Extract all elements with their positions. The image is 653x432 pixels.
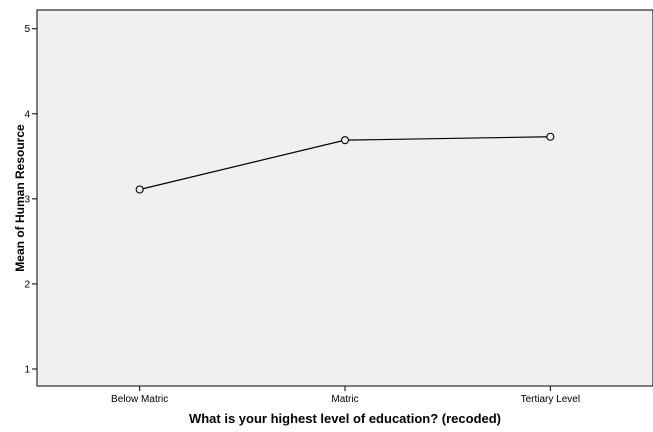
data-point-marker	[340, 136, 350, 145]
y-tick-label: 3	[24, 194, 30, 205]
y-tick-label: 2	[24, 279, 30, 290]
y-tick-label: 1	[24, 364, 30, 375]
x-tick-label: Below Matric	[111, 394, 168, 405]
series-layer	[135, 132, 555, 194]
y-tick-label: 4	[24, 109, 30, 120]
data-point-marker	[135, 185, 144, 194]
x-axis-title: What is your highest level of education?…	[189, 411, 501, 426]
y-axis-title: Mean of Human Resource	[13, 124, 27, 272]
y-axis: 1 2 3 4 5	[24, 24, 37, 375]
plot-area	[36, 9, 653, 387]
data-point-marker	[546, 132, 555, 141]
x-tick-label: Tertiary Level	[521, 394, 580, 405]
x-axis: Below Matric Matric Tertiary Level	[111, 386, 580, 405]
x-tick-label: Matric	[331, 394, 358, 405]
y-tick-label: 5	[24, 24, 30, 35]
